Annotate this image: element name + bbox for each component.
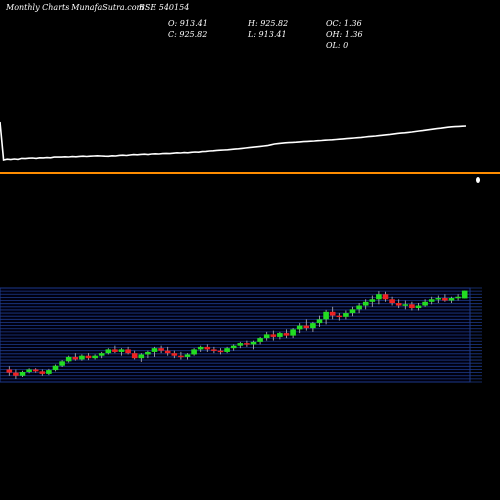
candle-down — [336, 315, 343, 318]
candle-up — [316, 319, 323, 324]
candle-down — [72, 356, 79, 360]
candle-up — [230, 345, 237, 349]
candle-up — [105, 349, 112, 354]
candle-up — [290, 329, 296, 336]
candle-down — [442, 298, 448, 301]
candle-down — [211, 349, 217, 351]
candle-down — [409, 304, 415, 309]
candle-up — [197, 346, 204, 350]
candle-up — [349, 309, 356, 314]
candle-up — [59, 361, 65, 366]
candle-up — [376, 294, 382, 300]
low-value: L: 913.41 — [248, 30, 287, 39]
candle-up — [435, 298, 442, 300]
candle-up — [461, 290, 468, 299]
candle-down — [6, 369, 13, 373]
candle-up — [263, 334, 270, 339]
candle-down — [178, 355, 184, 358]
candle-up — [422, 301, 428, 306]
candle-down — [164, 350, 171, 354]
candle-up — [250, 341, 257, 345]
candle-up — [402, 304, 409, 306]
price-line — [0, 121, 467, 161]
candle-down — [39, 371, 46, 374]
candle-down — [171, 353, 178, 356]
oc-value: OC: 1.36 — [326, 19, 362, 28]
candle-down — [131, 353, 138, 359]
candle-down — [158, 348, 164, 351]
candle-up — [296, 325, 303, 330]
candle-down — [382, 294, 389, 300]
candle-up — [191, 349, 197, 355]
candle-down — [204, 346, 211, 350]
candle-up — [92, 355, 98, 359]
candle-up — [98, 353, 105, 356]
candle-up — [428, 299, 435, 302]
candle-up — [257, 338, 263, 342]
candle-down — [125, 349, 131, 354]
site-label: - MunafaSutra.com — [66, 3, 145, 12]
candle-down — [389, 299, 395, 304]
close-value: C: 925.82 — [168, 30, 208, 39]
candle-up — [184, 354, 191, 357]
candle-down — [244, 343, 250, 345]
candle-up — [455, 296, 461, 299]
candle-up — [19, 371, 26, 376]
ol-value: OL: 0 — [326, 41, 349, 50]
candle-up — [46, 370, 52, 374]
candle-down — [217, 350, 224, 353]
candle-up — [145, 351, 151, 355]
brand-label: Monthly Charts — [6, 3, 70, 12]
candle-up — [79, 355, 85, 360]
oh-value: OH: 1.36 — [326, 30, 363, 39]
candle-up — [224, 348, 230, 352]
candle-up — [356, 305, 362, 310]
symbol-label: BSE 540154 — [139, 3, 190, 12]
candle-up — [65, 356, 72, 362]
candle-down — [395, 303, 402, 306]
marker-dot — [476, 177, 480, 183]
candle-down — [270, 334, 277, 337]
candle-up — [26, 369, 32, 372]
candle-up — [362, 301, 369, 306]
candlestick-chart — [6, 290, 468, 379]
candle-down — [13, 372, 19, 376]
high-value: H: 925.82 — [248, 19, 289, 28]
candle-down — [32, 369, 39, 372]
candle-up — [118, 349, 125, 352]
candle-up — [237, 343, 244, 346]
candle-down — [112, 349, 118, 352]
candle-up — [138, 354, 145, 359]
candle-up — [448, 298, 455, 301]
candle-up — [323, 311, 329, 320]
candle-up — [369, 299, 376, 302]
candle-grid — [0, 287, 482, 383]
candle-down — [329, 311, 336, 316]
open-value: O: 913.41 — [168, 19, 208, 28]
candle-up — [415, 305, 422, 309]
candle-up — [277, 333, 283, 337]
candle-down — [303, 325, 310, 329]
price-line-chart — [0, 121, 467, 161]
candle-up — [52, 365, 59, 371]
candle-down — [85, 355, 92, 359]
candle-down — [283, 333, 290, 336]
candle-up — [343, 313, 349, 317]
candle-up — [310, 323, 316, 329]
candle-up — [151, 348, 158, 352]
